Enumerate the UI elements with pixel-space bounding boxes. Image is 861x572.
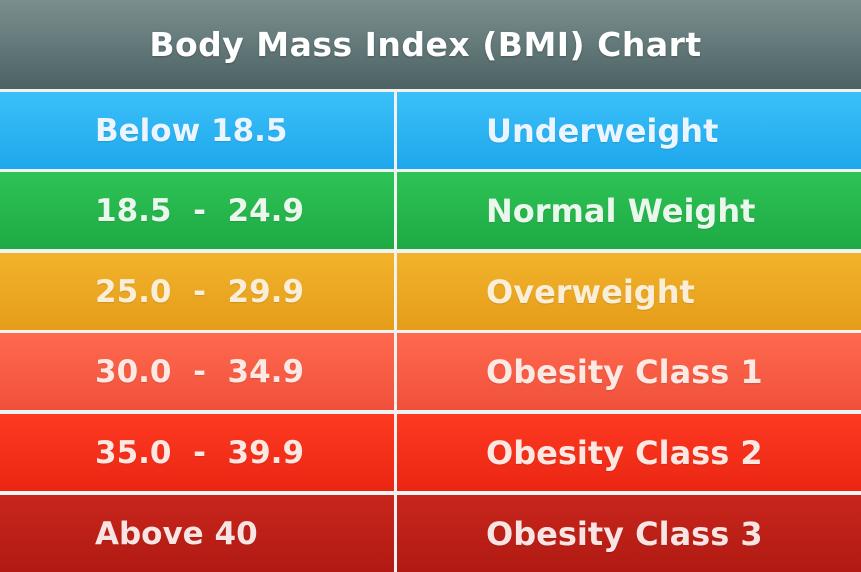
bmi-category-cell: Obesity Class 3	[397, 495, 861, 572]
bmi-category-cell: Obesity Class 2	[397, 414, 861, 491]
bmi-row-obesity-class-1: 30.0 - 34.9 Obesity Class 1	[0, 333, 861, 410]
bmi-row-overweight: 25.0 - 29.9 Overweight	[0, 253, 861, 330]
bmi-range-cell: 30.0 - 34.9	[0, 333, 394, 410]
bmi-category-cell: Overweight	[397, 253, 861, 330]
bmi-row-underweight: Below 18.5 Underweight	[0, 92, 861, 169]
bmi-category-cell: Underweight	[397, 92, 861, 169]
bmi-row-obesity-class-3: Above 40 Obesity Class 3	[0, 495, 861, 572]
bmi-range-cell: 18.5 - 24.9	[0, 172, 394, 249]
bmi-range-cell: Above 40	[0, 495, 394, 572]
chart-header: Body Mass Index (BMI) Chart	[0, 0, 861, 89]
chart-title: Body Mass Index (BMI) Chart	[149, 25, 702, 64]
bmi-row-normal-weight: 18.5 - 24.9 Normal Weight	[0, 172, 861, 249]
bmi-range-cell: 35.0 - 39.9	[0, 414, 394, 491]
bmi-range-cell: 25.0 - 29.9	[0, 253, 394, 330]
bmi-category-cell: Obesity Class 1	[397, 333, 861, 410]
bmi-range-cell: Below 18.5	[0, 92, 394, 169]
bmi-category-cell: Normal Weight	[397, 172, 861, 249]
bmi-table: Below 18.5 Underweight 18.5 - 24.9 Norma…	[0, 89, 861, 572]
bmi-row-obesity-class-2: 35.0 - 39.9 Obesity Class 2	[0, 414, 861, 491]
